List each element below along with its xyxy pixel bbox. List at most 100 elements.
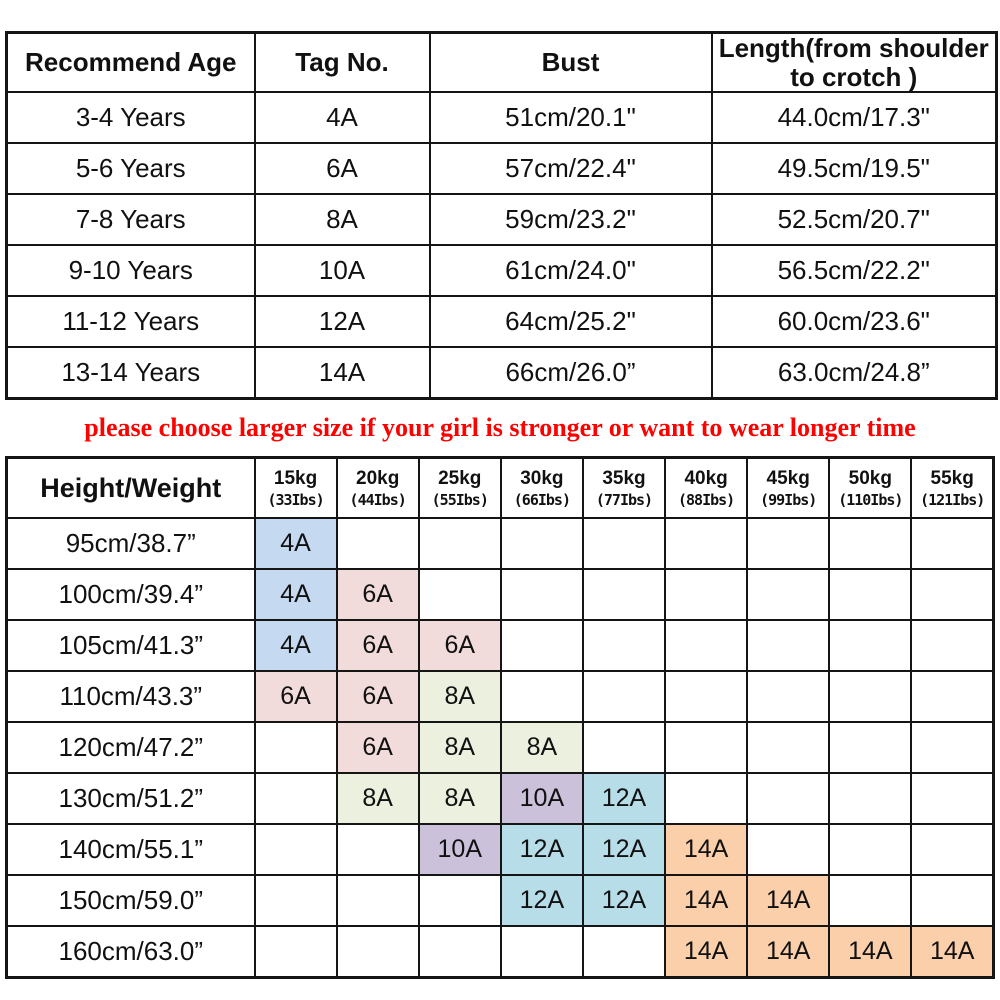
weight-kg-label: 25kg: [438, 467, 482, 489]
matrix-empty-cell: [910, 772, 995, 826]
height-label: 130cm/51.2”: [5, 772, 256, 826]
size-table-cell: 9-10 Years: [5, 244, 256, 298]
matrix-empty-cell: [828, 772, 913, 826]
matrix-empty-cell: [746, 517, 831, 571]
matrix-size-cell: 12A: [581, 772, 667, 826]
size-table-row: 7-8 Years 8A 59cm/23.2" 52.5cm/20.7": [5, 193, 998, 247]
matrix-header-row: Height/Weight 15kg (33Ibs) 20kg (44Ibs) 25kg(…: [5, 456, 995, 520]
size-table-cell: 10A: [253, 244, 431, 298]
weight-column-header: 25kg (55Ibs): [417, 456, 502, 520]
matrix-empty-cell: [746, 568, 831, 622]
weight-kg-label: 50kg: [848, 467, 892, 489]
matrix-empty-cell: [664, 670, 749, 724]
matrix-size-cell: 6A: [335, 721, 420, 775]
matrix-empty-cell: [253, 772, 338, 826]
size-table-cell: 61cm/24.0": [428, 244, 713, 298]
size-table-cell: 63.0cm/24.8”: [710, 346, 998, 400]
size-table: Recommend Age Tag No. Bust Length(from shou…: [5, 31, 998, 401]
matrix-size-cell: 6A: [335, 670, 420, 724]
height-label: 140cm/55.1”: [5, 823, 256, 877]
size-table-cell: 4A: [253, 91, 431, 145]
matrix-empty-cell: [828, 823, 913, 877]
height-weight-table: Height/Weight 15kg (33Ibs) 20kg (44Ibs) 25kg(…: [5, 456, 995, 980]
height-label: 150cm/59.0”: [5, 874, 256, 928]
matrix-empty-cell: [664, 568, 749, 622]
matrix-size-cell: 14A: [664, 925, 749, 979]
matrix-size-cell: 12A: [499, 874, 584, 928]
matrix-empty-cell: [664, 721, 749, 775]
matrix-empty-cell: [828, 874, 913, 928]
weight-column-header: 55kg (121Ibs): [910, 456, 995, 520]
weight-column-header: 35kg (77Ibs): [581, 456, 667, 520]
size-column-header: Length(from shoulder to crotch ): [710, 31, 998, 94]
matrix-size-cell: 4A: [253, 568, 338, 622]
weight-kg-label: 30kg: [520, 467, 564, 489]
matrix-size-cell: 12A: [499, 823, 584, 877]
matrix-size-cell: 14A: [746, 874, 831, 928]
height-label: 160cm/63.0”: [5, 925, 256, 979]
matrix-empty-cell: [746, 772, 831, 826]
matrix-size-cell: 14A: [664, 823, 749, 877]
matrix-empty-cell: [581, 670, 667, 724]
size-table-row: 9-10 Years 10A 61cm/24.0" 56.5cm/22.2": [5, 244, 998, 298]
weight-kg-label: 45kg: [766, 467, 810, 489]
matrix-row: 105cm/41.3” 4A 6A 6A: [5, 619, 995, 673]
matrix-empty-cell: [417, 874, 502, 928]
matrix-empty-cell: [664, 619, 749, 673]
matrix-row: 140cm/55.1” 10A 12A 12A 14A: [5, 823, 995, 877]
matrix-row: 150cm/59.0” 12A 12A 14A 14A: [5, 874, 995, 928]
weight-column-header: 40kg (88Ibs): [664, 456, 749, 520]
matrix-empty-cell: [828, 721, 913, 775]
size-table-cell: 60.0cm/23.6": [710, 295, 998, 349]
size-column-header: Tag No.: [253, 31, 431, 94]
size-table-cell: 49.5cm/19.5": [710, 142, 998, 196]
weight-column-header: 15kg (33Ibs): [253, 456, 338, 520]
weight-column-header: 50kg (110Ibs): [828, 456, 913, 520]
matrix-size-cell: 10A: [499, 772, 584, 826]
weight-kg-label: 40kg: [684, 467, 728, 489]
size-table-header-row: Recommend Age Tag No. Bust Length(from shou…: [5, 31, 998, 94]
matrix-empty-cell: [828, 568, 913, 622]
size-table-cell: 66cm/26.0”: [428, 346, 713, 400]
matrix-size-cell: 12A: [581, 823, 667, 877]
matrix-row: 160cm/63.0” 14A 14A 14A 14A: [5, 925, 995, 979]
size-table-cell: 59cm/23.2": [428, 193, 713, 247]
weight-column-header: 20kg (44Ibs): [335, 456, 420, 520]
matrix-size-cell: 6A: [253, 670, 338, 724]
weight-lbs-label: (110Ibs): [838, 490, 903, 509]
matrix-size-cell: 4A: [253, 517, 338, 571]
matrix-size-cell: 6A: [335, 568, 420, 622]
size-table-cell: 57cm/22.4": [428, 142, 713, 196]
matrix-empty-cell: [253, 925, 338, 979]
weight-kg-label: 20kg: [356, 467, 400, 489]
matrix-size-cell: 4A: [253, 619, 338, 673]
matrix-empty-cell: [499, 517, 584, 571]
size-table-row: 13-14 Years 14A 66cm/26.0” 63.0cm/24.8”: [5, 346, 998, 400]
weight-kg-label: 55kg: [930, 467, 974, 489]
matrix-empty-cell: [253, 823, 338, 877]
weight-lbs-label: (33Ibs): [267, 490, 324, 509]
height-label: 120cm/47.2”: [5, 721, 256, 775]
matrix-empty-cell: [910, 823, 995, 877]
size-table-cell: 44.0cm/17.3": [710, 91, 998, 145]
matrix-empty-cell: [335, 874, 420, 928]
matrix-empty-cell: [581, 721, 667, 775]
matrix-body: 95cm/38.7” 4A 100cm/39.4” 4A 6A 105cm/41.3” 4A…: [5, 517, 995, 979]
matrix-empty-cell: [253, 721, 338, 775]
matrix-empty-cell: [417, 517, 502, 571]
weight-lbs-label: (88Ibs): [677, 490, 735, 509]
matrix-size-cell: 8A: [499, 721, 584, 775]
weight-column-header: 45kg (99Ibs): [746, 456, 831, 520]
matrix-empty-cell: [253, 874, 338, 928]
weight-lbs-label: (99Ibs): [760, 490, 817, 509]
size-table-cell: 11-12 Years: [5, 295, 256, 349]
matrix-size-cell: 8A: [335, 772, 420, 826]
size-table-cell: 5-6 Years: [5, 142, 256, 196]
matrix-empty-cell: [417, 568, 502, 622]
size-table-row: 5-6 Years 6A 57cm/22.4" 49.5cm/19.5": [5, 142, 998, 196]
size-table-cell: 6A: [253, 142, 431, 196]
matrix-size-cell: 14A: [664, 874, 749, 928]
height-label: 95cm/38.7”: [5, 517, 256, 571]
size-column-header: Bust: [428, 31, 713, 94]
